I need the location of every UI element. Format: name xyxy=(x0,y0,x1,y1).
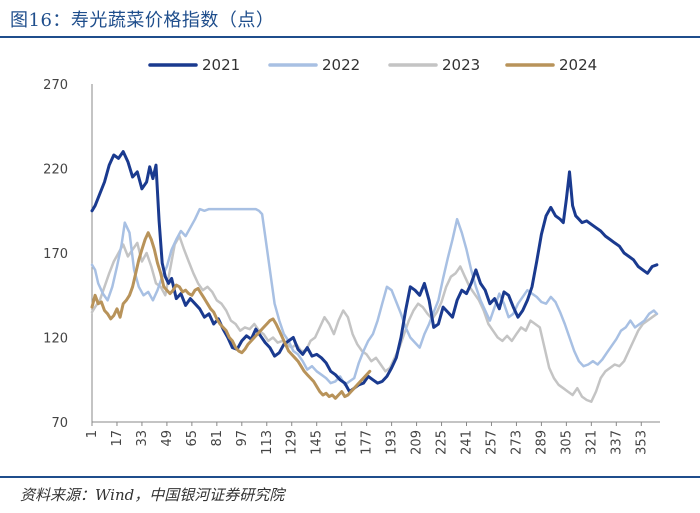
x-tick-label: 129 xyxy=(285,430,300,455)
x-tick-label: 257 xyxy=(484,430,499,455)
chart-title: 图16：寿光蔬菜价格指数（点） xyxy=(10,10,275,31)
y-tick-label: 70 xyxy=(51,416,68,431)
axes: 70 120 170 220 270 1 17 33 49 65 81 97 113 129 145 161 1… xyxy=(43,78,660,455)
title-divider xyxy=(0,36,700,38)
x-tick-label: 209 xyxy=(410,430,425,455)
x-tick-label: 113 xyxy=(260,430,275,455)
y-tick-label: 120 xyxy=(43,332,68,347)
x-tick-label: 161 xyxy=(335,430,350,455)
series-line-2022 xyxy=(90,207,659,387)
x-tick-label: 337 xyxy=(609,430,624,455)
x-tick-label: 241 xyxy=(460,430,475,455)
x-tick-label: 33 xyxy=(135,430,150,447)
x-tick-label: 305 xyxy=(559,430,574,455)
legend-label-2024: 2024 xyxy=(559,56,597,74)
series-line-2024 xyxy=(90,231,372,400)
x-tick-label: 353 xyxy=(634,430,649,455)
legend-label-2023: 2023 xyxy=(442,56,480,74)
source-note: 资料来源：Wind，中国银河证券研究院 xyxy=(20,486,285,504)
x-tick-label: 225 xyxy=(435,430,450,455)
x-tick-label: 97 xyxy=(235,430,250,447)
x-tick-label: 65 xyxy=(185,430,200,447)
legend-label-2021: 2021 xyxy=(202,56,240,74)
line-chart: 70 120 170 220 270 1 17 33 49 65 81 97 113 129 145 161 1… xyxy=(43,56,660,455)
x-tick-label: 321 xyxy=(584,430,599,455)
x-tick-label: 273 xyxy=(509,430,524,455)
series-line-2023 xyxy=(90,234,659,403)
series-layer xyxy=(90,150,659,403)
x-tick-label: 193 xyxy=(385,430,400,455)
footer-divider xyxy=(0,476,700,478)
y-tick-label: 220 xyxy=(43,163,68,178)
x-tick-label: 17 xyxy=(110,430,125,447)
series-line-2021 xyxy=(90,150,659,394)
x-tick-label: 289 xyxy=(534,430,549,455)
y-tick-label: 270 xyxy=(43,78,68,93)
legend-label-2022: 2022 xyxy=(322,56,360,74)
x-tick-label: 49 xyxy=(160,430,175,447)
x-tick-label: 145 xyxy=(310,430,325,455)
legend: 2021 2022 2023 2024 xyxy=(148,56,597,74)
x-tick-label: 177 xyxy=(360,430,375,455)
x-tick-label: 81 xyxy=(210,430,225,447)
y-tick-label: 170 xyxy=(43,247,68,262)
x-tick-label: 1 xyxy=(85,430,100,438)
